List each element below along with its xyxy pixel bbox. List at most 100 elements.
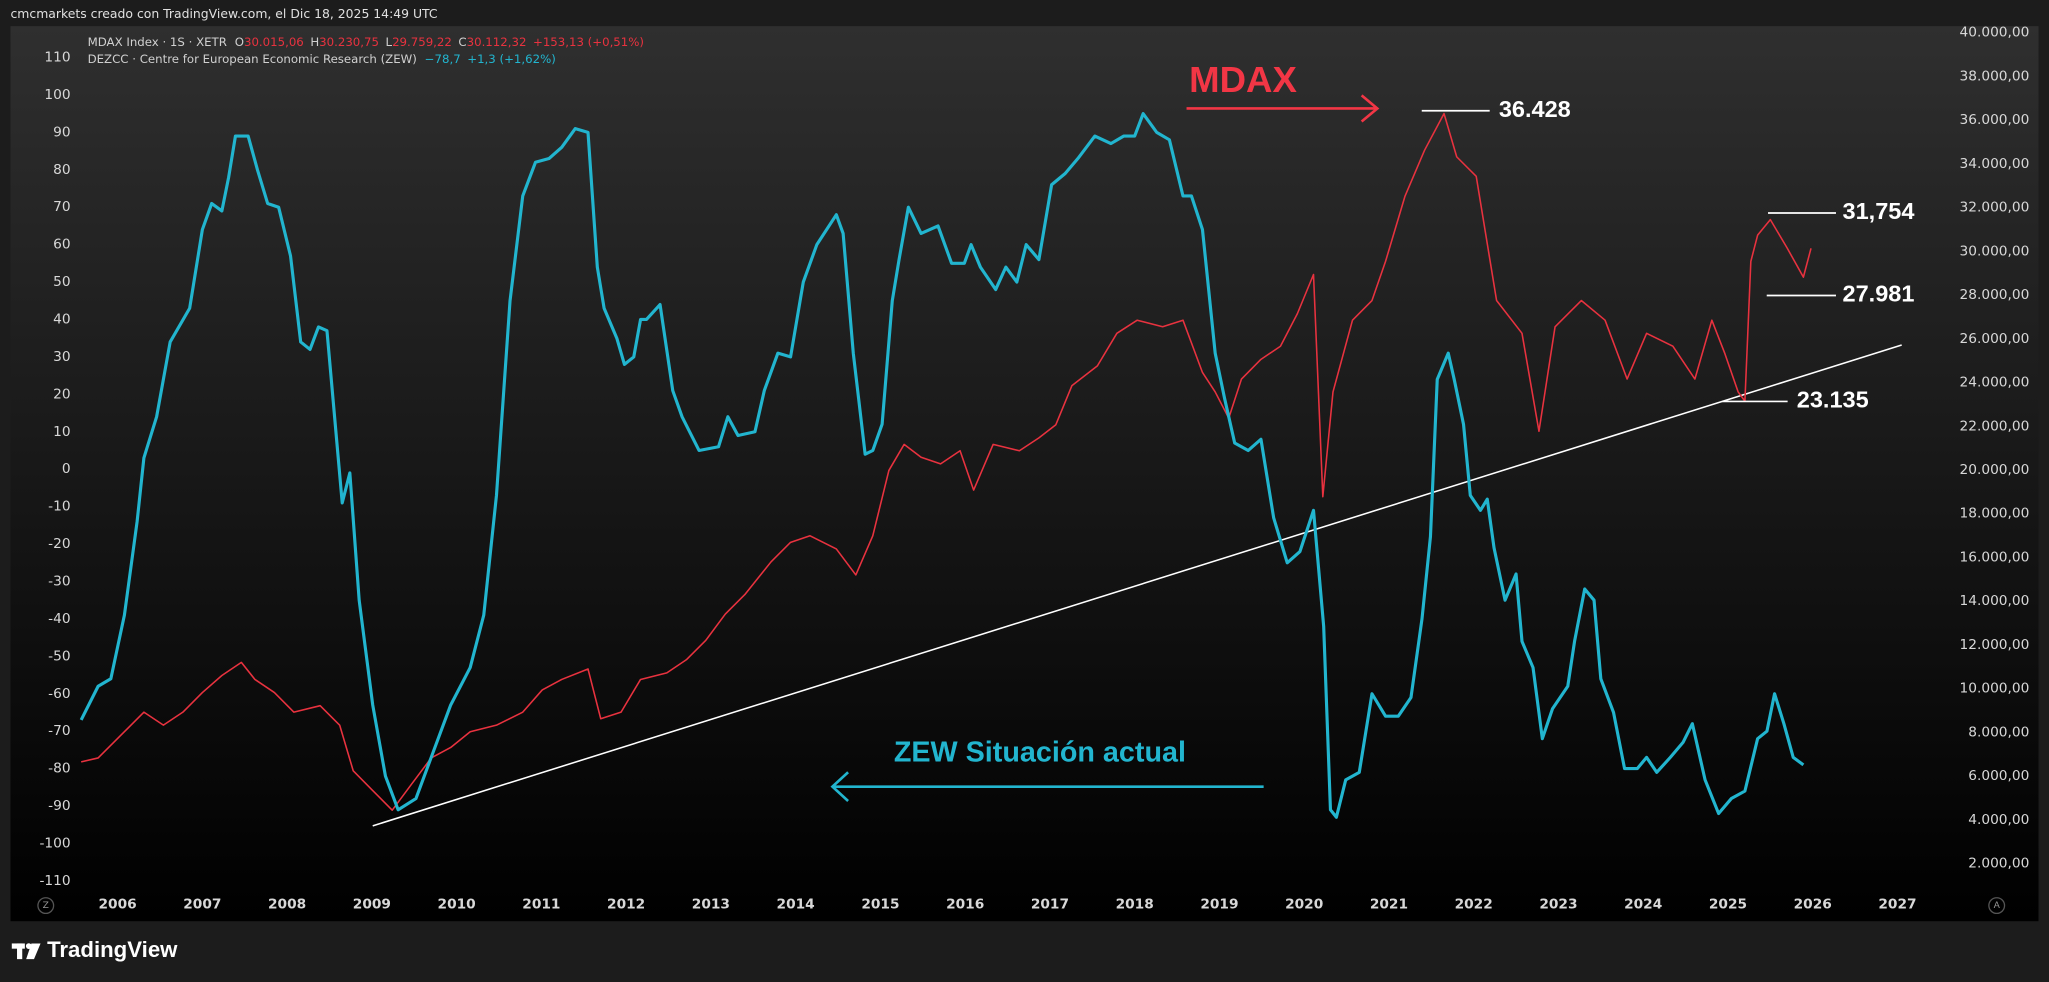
control-label[interactable]: A [1994,901,2001,911]
y-tick-label: -70 [48,723,70,739]
x-tick-label: 2018 [1116,896,1154,912]
x-tick-label: 2012 [607,896,645,912]
y-tick-label: 90 [53,124,70,140]
x-tick-label: 2022 [1455,896,1493,912]
y-tick-label: -100 [39,835,70,851]
x-tick-label: 2020 [1285,896,1323,912]
y-tick-label: -40 [48,611,70,627]
legend-value: 30.112,32 [467,34,527,48]
y2-tick-label: 2.000,00 [1968,856,2029,872]
y2-tick-label: 4.000,00 [1968,812,2029,828]
x-tick-label: 2021 [1370,896,1408,912]
logo-shape [26,943,41,960]
annotation: ZEW Situación actual [894,737,1186,769]
x-tick-label: 2014 [777,896,815,912]
y2-tick-label: 26.000,00 [1960,331,2030,347]
y-tick-label: 70 [53,199,70,215]
legend-value: 30.015,06 [244,34,304,48]
y2-tick-label: 6.000,00 [1968,768,2029,784]
y2-tick-label: 22.000,00 [1960,418,2030,434]
y2-tick-label: 14.000,00 [1960,593,2030,609]
y2-tick-label: 8.000,00 [1968,724,2029,740]
level-label: 27.981 [1843,281,1915,307]
legend-zew: DEZCC · Centre for European Economic Res… [88,51,556,65]
y2-tick-label: 30.000,00 [1960,243,2030,259]
x-tick-label: 2009 [353,896,391,912]
y2-tick-label: 20.000,00 [1960,462,2030,478]
x-tick-label: 2011 [522,896,560,912]
x-tick-label: 2010 [438,896,476,912]
y-tick-label: -90 [48,798,70,814]
y-tick-label: 20 [53,386,70,402]
y2-tick-label: 10.000,00 [1960,681,2030,697]
y-tick-label: 10 [53,424,70,440]
legend-value: 29.759,22 [392,34,452,48]
y2-tick-label: 40.000,00 [1960,25,2030,41]
control-button[interactable] [37,897,55,915]
legend-value: −78,7 [425,51,461,65]
legend-name: DEZCC · Centre for European Economic Res… [88,51,417,65]
x-tick-label: 2007 [183,896,221,912]
legend-value: 30.230,75 [319,34,379,48]
series-line [79,112,1805,819]
annotation-arrow [830,771,849,802]
x-tick-label: 2019 [1200,896,1238,912]
y-tick-label: -60 [48,686,70,702]
y-tick-label: 60 [53,237,70,253]
y-tick-label: 80 [53,162,70,178]
y-tick-label: -50 [48,648,70,664]
y-tick-label: 100 [44,87,70,103]
legend-change: +1,3 (+1,62%) [467,51,556,65]
y2-tick-label: 16.000,00 [1960,549,2030,565]
header: cmcmarkets creado con TradingView.com, e… [10,6,437,21]
x-tick-label: 2015 [861,896,899,912]
legend-key: C [458,34,466,48]
level-label: 31,754 [1843,198,1915,224]
y2-tick-label: 36.000,00 [1960,112,2030,128]
control-label[interactable]: Z [43,901,49,911]
y-tick-label: 40 [53,311,70,327]
legend-change: +153,13 (+0,51%) [533,34,644,48]
annotation: MDAX [1189,59,1297,100]
annotation-arrow [1360,94,1380,123]
logo-shape [17,943,23,960]
y2-tick-label: 34.000,00 [1960,156,2030,172]
x-tick-label: 2025 [1709,896,1747,912]
series-line [80,112,1812,811]
y2-tick-label: 12.000,00 [1960,637,2030,653]
legend-key: L [386,34,393,48]
y2-tick-label: 38.000,00 [1960,68,2030,84]
x-tick-label: 2013 [692,896,730,912]
x-tick-label: 2006 [99,896,137,912]
legend-mdax: MDAX Index · 1S · XETR O30.015,06 H30.230,… [88,34,644,48]
logo [11,943,41,960]
legend-key: O [235,34,244,48]
control-button[interactable] [1988,897,2006,915]
y-tick-label: -30 [48,573,70,589]
x-tick-label: 2026 [1794,896,1832,912]
legend-key: H [310,34,319,48]
level-label: 36.428 [1499,96,1571,122]
x-tick-label: 2027 [1878,896,1916,912]
y-tick-label: -80 [48,761,70,777]
x-tick-label: 2023 [1539,896,1577,912]
y2-tick-label: 24.000,00 [1960,375,2030,391]
y-tick-label: -20 [48,536,70,552]
x-tick-label: 2017 [1031,896,1069,912]
y-tick-label: -10 [48,499,70,515]
trendline [372,344,1902,827]
y2-tick-label: 32.000,00 [1960,200,2030,216]
x-tick-label: 2016 [946,896,984,912]
y-tick-label: 50 [53,274,70,290]
y2-tick-label: 18.000,00 [1960,506,2030,522]
y-tick-label: -110 [39,873,70,889]
x-tick-label: 2024 [1624,896,1662,912]
level-label: 23.135 [1797,387,1869,413]
y-tick-label: 30 [53,349,70,365]
footer-logo: TradingView [47,937,178,962]
y-tick-label: 0 [62,461,71,477]
x-tick-label: 2008 [268,896,306,912]
y-tick-label: 110 [44,49,70,65]
